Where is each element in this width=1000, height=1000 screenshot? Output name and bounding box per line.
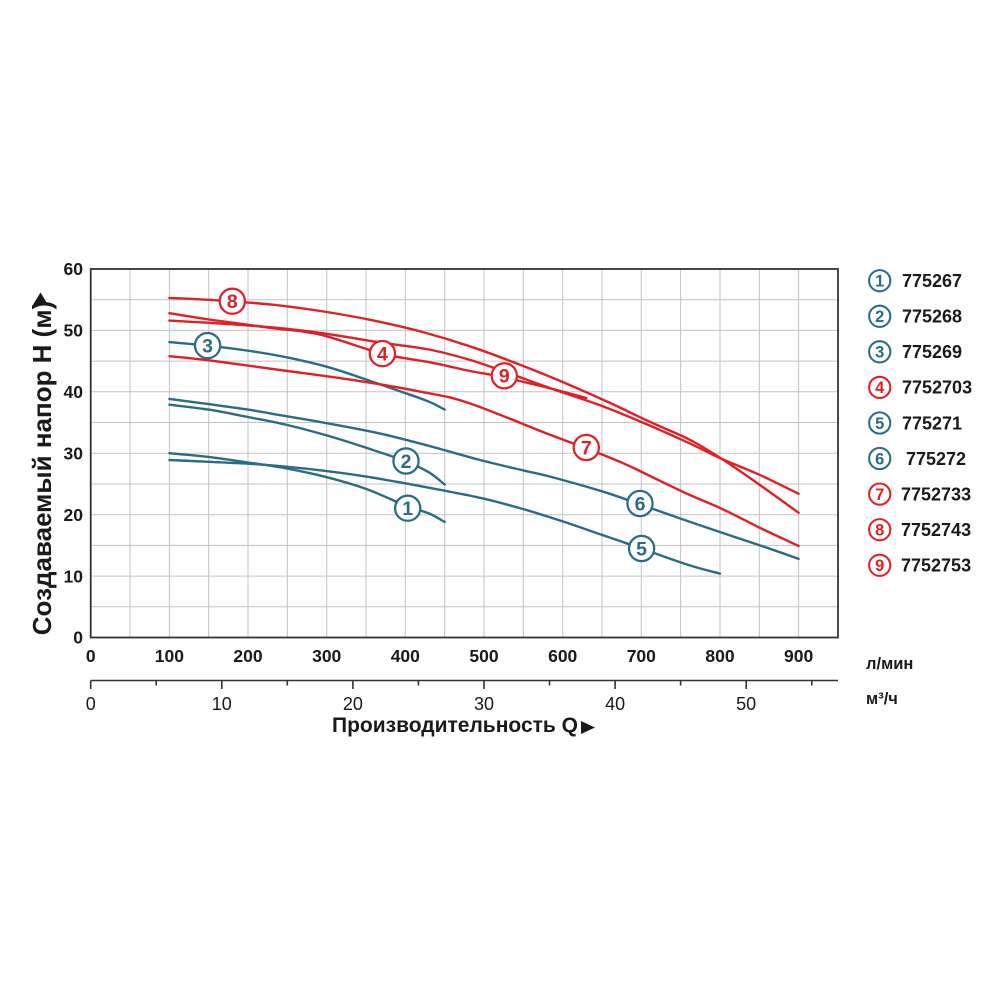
svg-text:8: 8 (875, 522, 884, 540)
svg-text:5: 5 (636, 538, 647, 560)
svg-text:30: 30 (64, 443, 84, 463)
svg-text:100: 100 (155, 646, 184, 666)
svg-text:0: 0 (73, 628, 83, 648)
svg-text:0: 0 (86, 694, 96, 714)
svg-text:775267: 775267 (902, 271, 962, 291)
svg-text:9: 9 (875, 557, 884, 575)
svg-text:м³/ч: м³/ч (866, 690, 898, 708)
svg-text:775269: 775269 (902, 342, 962, 362)
svg-text:Создаваемый напор H (м): Создаваемый напор H (м) (27, 301, 57, 635)
svg-text:7: 7 (581, 437, 592, 459)
svg-text:400: 400 (391, 646, 420, 666)
svg-text:30: 30 (474, 694, 494, 714)
svg-text:2: 2 (401, 451, 412, 473)
svg-text:5: 5 (875, 415, 884, 433)
svg-text:8: 8 (227, 291, 238, 313)
svg-text:Производительность Q: Производительность Q (332, 714, 578, 737)
svg-text:6: 6 (635, 493, 646, 515)
svg-text:20: 20 (343, 694, 363, 714)
svg-text:4: 4 (377, 344, 388, 366)
svg-text:7752703: 7752703 (902, 378, 972, 398)
svg-text:9: 9 (499, 366, 510, 388)
svg-text:4: 4 (875, 379, 885, 397)
svg-text:2: 2 (875, 308, 884, 326)
svg-text:200: 200 (233, 646, 262, 666)
svg-text:3: 3 (202, 336, 213, 358)
svg-text:50: 50 (64, 321, 84, 341)
svg-text:300: 300 (312, 646, 341, 666)
svg-text:л/мин: л/мин (866, 655, 913, 673)
svg-text:10: 10 (64, 566, 84, 586)
svg-text:1: 1 (402, 498, 413, 520)
svg-text:500: 500 (469, 646, 498, 666)
svg-text:10: 10 (212, 694, 232, 714)
svg-text:800: 800 (705, 646, 734, 666)
svg-text:600: 600 (548, 646, 577, 666)
svg-text:20: 20 (64, 505, 84, 525)
svg-text:775272: 775272 (906, 449, 966, 469)
svg-text:1: 1 (875, 273, 884, 291)
svg-text:50: 50 (736, 694, 756, 714)
svg-text:7752733: 7752733 (901, 484, 971, 504)
svg-text:40: 40 (64, 382, 84, 402)
svg-text:7: 7 (875, 486, 884, 504)
svg-text:6: 6 (875, 450, 884, 468)
svg-text:700: 700 (627, 646, 656, 666)
svg-text:3: 3 (875, 344, 884, 362)
svg-text:775268: 775268 (902, 307, 962, 327)
svg-text:60: 60 (64, 259, 84, 279)
svg-text:7752743: 7752743 (901, 520, 971, 540)
svg-text:7752753: 7752753 (901, 556, 971, 576)
svg-text:0: 0 (86, 646, 96, 666)
svg-text:775271: 775271 (902, 413, 962, 433)
svg-text:40: 40 (605, 694, 625, 714)
svg-text:900: 900 (784, 646, 813, 666)
